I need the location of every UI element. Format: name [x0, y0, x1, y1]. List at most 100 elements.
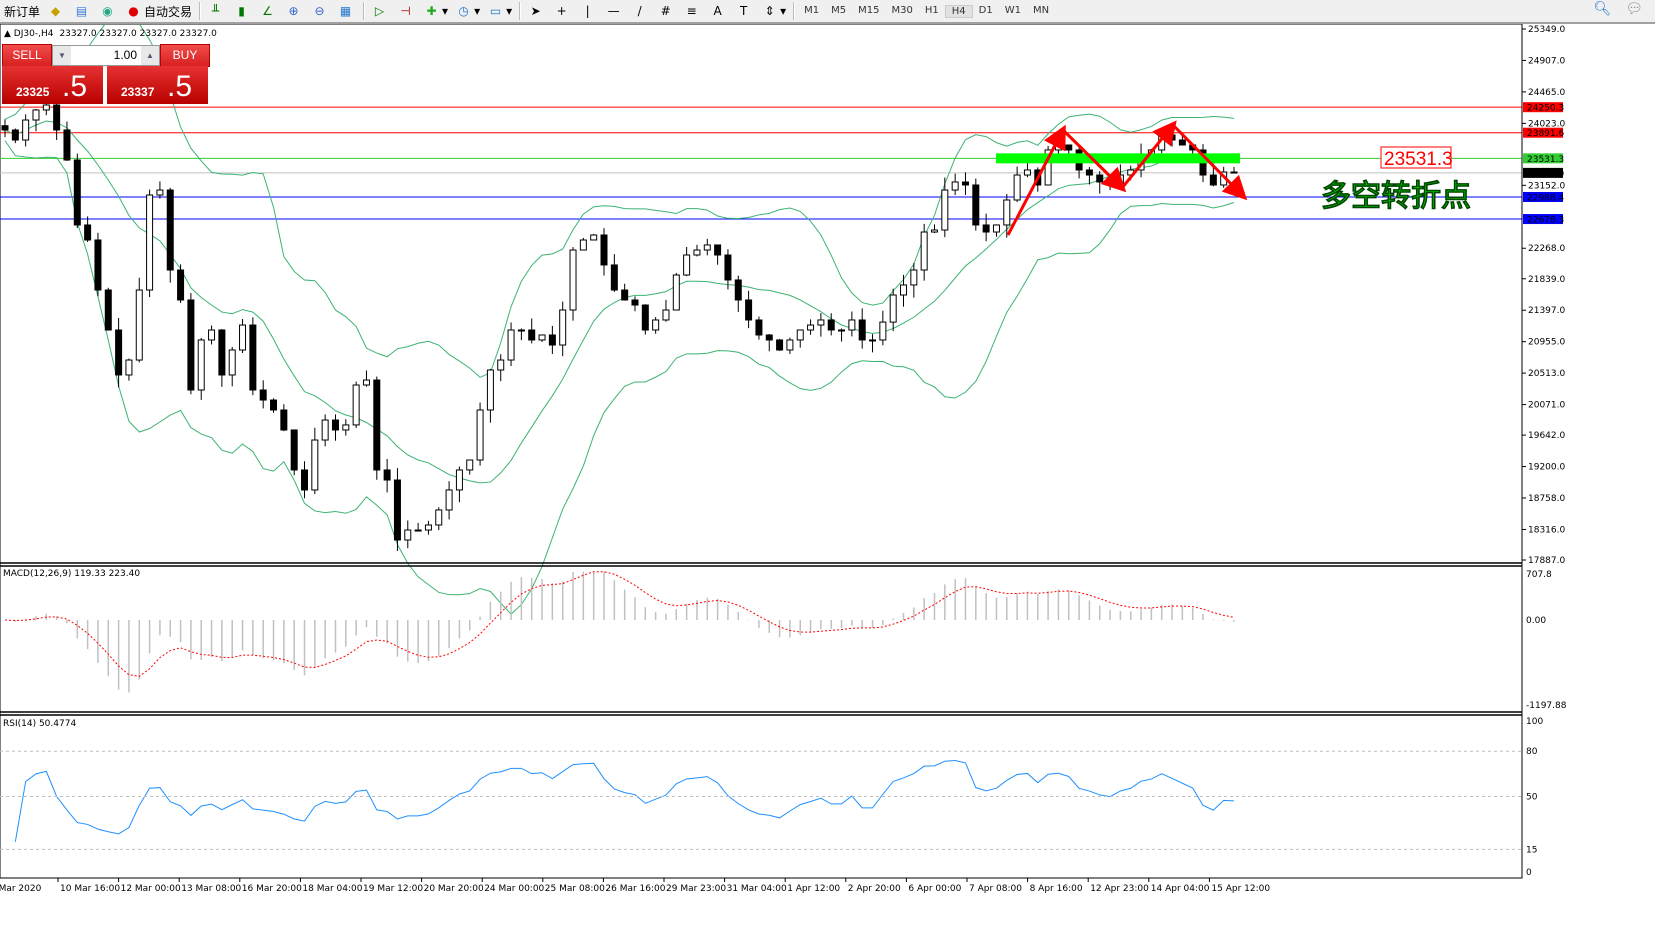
- lot-size-input[interactable]: ▼ 1.00 ▲: [52, 45, 160, 66]
- candle-body: [166, 189, 174, 271]
- candle-body: [53, 104, 61, 131]
- candle-body: [393, 479, 401, 541]
- candle-body: [951, 181, 959, 191]
- zoom-in-icon: ⊕: [288, 3, 299, 18]
- candle-body: [270, 399, 278, 411]
- buy-button[interactable]: BUY: [160, 44, 210, 67]
- templates-button[interactable]: ▭ ▾: [489, 3, 513, 19]
- new-order-label: 新订单: [4, 4, 41, 19]
- candle-body: [734, 279, 742, 301]
- lot-decrease-button[interactable]: ▼: [53, 46, 71, 65]
- trendline-tool[interactable]: /: [628, 1, 654, 21]
- trend-arrow: [1061, 128, 1127, 193]
- candle-body: [1023, 169, 1031, 176]
- text-label-icon: T: [739, 3, 748, 18]
- candle-body: [11, 129, 19, 141]
- search-icon[interactable]: 🔍︎: [1593, 1, 1612, 17]
- sell-price-main: 23325: [16, 85, 50, 99]
- candlestick-button[interactable]: ▮: [230, 1, 256, 21]
- auto-trading-button[interactable]: ● 自动交易: [122, 1, 196, 21]
- time-tick-label: 6 Apr 00:00: [908, 884, 961, 894]
- candle-body: [683, 254, 691, 276]
- signals-button[interactable]: ◉: [96, 1, 122, 21]
- cursor-tool[interactable]: ➤: [524, 1, 550, 21]
- candle-body: [920, 231, 928, 271]
- time-tick-label: 14 Apr 04:00: [1151, 884, 1210, 894]
- text-label-tool[interactable]: T: [732, 1, 758, 21]
- signal-icon: ◉: [102, 3, 113, 18]
- terminal-icon: ▤: [75, 3, 88, 18]
- fibonacci-tool[interactable]: ≡: [680, 1, 706, 21]
- timeframe-h4[interactable]: H4: [944, 4, 973, 18]
- candle-body: [497, 359, 505, 371]
- timeframe-m1[interactable]: M1: [804, 4, 820, 16]
- periods-button[interactable]: ◷ ▾: [452, 1, 484, 21]
- timeframe-w1[interactable]: W1: [1004, 4, 1021, 16]
- candle-body: [590, 234, 598, 241]
- time-tick-label: 10 Mar 16:00: [60, 884, 120, 894]
- candle-body: [342, 424, 350, 431]
- autoscroll-button[interactable]: ▷: [368, 1, 394, 21]
- timeframe-m30[interactable]: M30: [891, 4, 913, 16]
- turning-point-label: 多空转折点: [1321, 179, 1471, 214]
- indicators-button[interactable]: ✚ ▾: [420, 1, 452, 21]
- chart-shift-icon: ⊣: [400, 3, 411, 18]
- autoscroll-icon: ▷: [374, 3, 385, 18]
- crosshair-tool[interactable]: +: [550, 1, 576, 21]
- candle-body: [786, 339, 794, 351]
- right-toolbar: 🔍︎ 💬︎: [1593, 1, 1643, 17]
- candle-body: [817, 319, 825, 326]
- arrows-tool[interactable]: ⇕ ▾: [758, 1, 790, 21]
- new-order-button[interactable]: 新订单: [0, 1, 44, 21]
- candle-body: [1013, 174, 1021, 201]
- timeframe-h1[interactable]: H1: [924, 4, 939, 16]
- toolbar-divider: [793, 2, 796, 20]
- timeframe-m5[interactable]: M5: [831, 4, 847, 16]
- bar-chart-button[interactable]: ╨: [204, 1, 230, 21]
- tile-windows-button[interactable]: ▦: [334, 1, 360, 21]
- candle-body: [424, 524, 432, 531]
- candle-body: [63, 129, 71, 161]
- price-tick-label: 24465.0: [1528, 88, 1565, 98]
- rsi-axis-label: 100: [1526, 717, 1543, 727]
- time-tick-label: 25 Mar 08:00: [545, 884, 605, 894]
- candle-body: [972, 184, 980, 226]
- sell-price-button[interactable]: 23325 .5: [2, 66, 103, 104]
- price-tick-label: 18758.0: [1528, 494, 1565, 504]
- lot-increase-button[interactable]: ▲: [141, 46, 159, 65]
- rsi-axis-label: 0: [1526, 868, 1532, 878]
- candle-body: [445, 489, 453, 511]
- candle-body: [1230, 171, 1238, 174]
- buy-price-button[interactable]: 23337 .5: [107, 66, 208, 104]
- line-chart-button[interactable]: ∠: [256, 1, 282, 21]
- horizontal-line-tool[interactable]: —: [602, 1, 628, 21]
- candle-body: [435, 509, 443, 526]
- candle-body: [301, 469, 309, 491]
- sell-button[interactable]: SELL: [2, 44, 52, 67]
- candle-body: [848, 319, 856, 331]
- equidistant-channel-tool[interactable]: #: [654, 1, 680, 21]
- candle-body: [796, 329, 804, 341]
- candle-body: [559, 309, 567, 346]
- candle-body: [621, 289, 629, 301]
- time-tick-label: 2 Apr 20:00: [848, 884, 901, 894]
- zoom-out-button[interactable]: ⊖: [308, 1, 334, 21]
- timeframe-d1[interactable]: D1: [978, 4, 993, 16]
- candle-body: [1178, 139, 1186, 146]
- chat-icon[interactable]: 💬︎: [1625, 1, 1643, 17]
- candle-body: [1065, 144, 1073, 151]
- timeframe-m15[interactable]: M15: [858, 4, 880, 16]
- price-tick-label: 19642.0: [1528, 431, 1565, 441]
- timeframe-mn[interactable]: MN: [1032, 4, 1050, 16]
- trend-arrow: [1006, 124, 1066, 236]
- chart-shift-button[interactable]: ⊣: [394, 1, 420, 21]
- history-center-button[interactable]: ◆: [44, 1, 70, 21]
- candle-body: [187, 299, 195, 391]
- fibonacci-icon: ≡: [686, 3, 697, 18]
- terminal-button[interactable]: ▤: [70, 1, 96, 21]
- zoom-in-button[interactable]: ⊕: [282, 1, 308, 21]
- one-click-trading-panel: SELL ▼ 1.00 ▲ BUY 23325 .5 23337 .5: [2, 44, 210, 105]
- text-tool[interactable]: A: [706, 1, 732, 21]
- vertical-line-tool[interactable]: |: [576, 1, 602, 21]
